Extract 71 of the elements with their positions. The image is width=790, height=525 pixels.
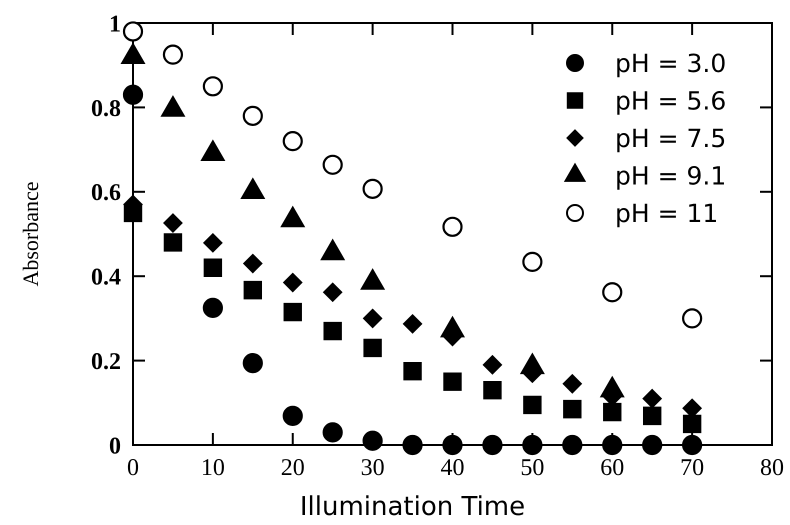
x-tick-label: 0 [127,455,139,481]
point [202,298,223,318]
point [363,338,382,358]
y-tick-label: 0 [109,433,121,460]
x-tick-label: 40 [440,455,464,481]
point [682,414,702,434]
point [244,280,262,300]
point [363,308,382,328]
point [682,434,702,456]
legend-label: pH = 11 [615,198,718,228]
point [483,380,502,400]
point [482,355,502,374]
x-tick-label: 80 [760,455,784,481]
point [322,422,343,442]
point [204,258,222,277]
y-axis-title: Absorbance [18,181,43,287]
point [122,21,144,42]
point [282,406,303,426]
point [522,434,542,456]
legend-label: pH = 5.6 [615,86,726,116]
point [242,106,263,126]
point [362,430,383,451]
point [562,374,582,394]
point [202,76,223,96]
legend-label: pH = 3.0 [615,48,726,78]
point [283,273,302,292]
point [443,372,462,391]
point [482,434,503,456]
x-tick-label: 60 [600,455,624,481]
x-tick-label: 10 [200,455,225,481]
y-tick-label: 0.6 [91,180,121,206]
x-tick-label: 70 [680,455,704,481]
point [642,389,662,408]
point [362,178,383,199]
point [243,254,262,273]
point [642,406,662,426]
point [203,233,222,252]
x-tick-label: 20 [280,455,305,481]
point [442,434,463,456]
x-tick-label: 50 [520,455,544,481]
point [122,84,144,105]
point [603,402,622,422]
point [602,282,622,302]
point [602,434,622,456]
point [163,214,182,232]
point [323,322,342,340]
legend-label: pH = 9.1 [615,161,726,190]
point [442,216,463,237]
point [403,362,422,380]
y-tick-label: 0.4 [91,264,121,291]
x-tick-label: 30 [360,455,385,481]
y-tick-label: 1 [109,11,121,38]
point [562,434,582,456]
point [563,400,582,418]
y-tick-label: 0.2 [91,349,121,375]
point [242,353,263,374]
y-tick-label: 0.8 [91,96,121,122]
point [322,154,343,175]
point [284,302,302,322]
x-axis-title: Illumination Time [300,492,526,522]
point [522,252,542,272]
point [682,308,702,328]
point [523,396,542,414]
point [282,131,303,152]
point [642,434,662,456]
point [323,282,342,302]
point [403,314,422,334]
legend-label: pH = 7.5 [615,124,726,153]
point [402,434,423,456]
point [162,44,184,65]
point [164,233,182,252]
